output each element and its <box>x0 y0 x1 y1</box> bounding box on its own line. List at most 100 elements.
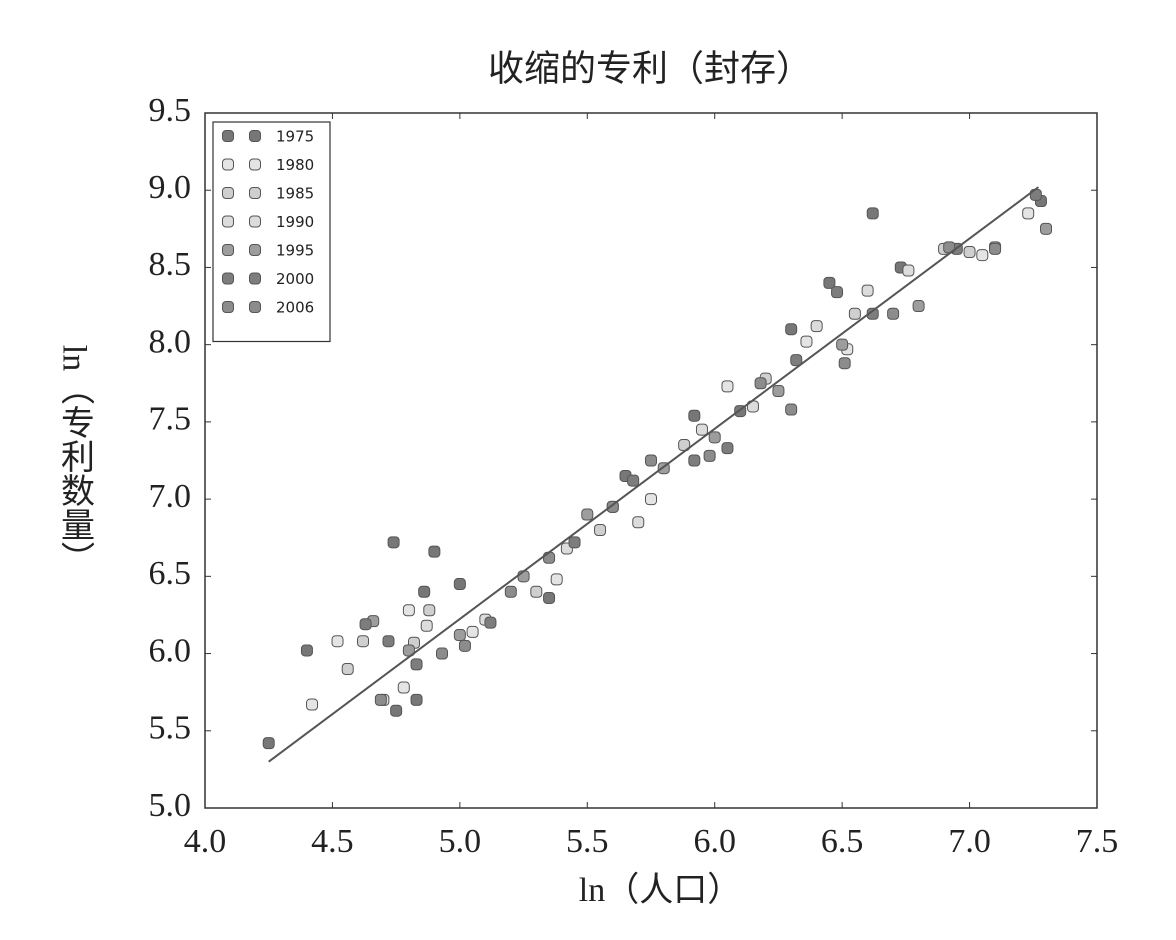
legend-marker <box>249 130 261 142</box>
data-point <box>703 449 716 462</box>
data-point <box>550 573 563 586</box>
data-point <box>418 585 431 598</box>
data-point <box>688 409 701 422</box>
legend-label: 1975 <box>276 128 314 146</box>
data-point <box>543 551 556 564</box>
x-axis-label: ln（人口） <box>579 871 741 909</box>
legend-marker <box>249 158 261 171</box>
data-point <box>902 264 915 277</box>
legend-marker <box>249 244 261 256</box>
data-point <box>390 704 403 717</box>
data-point <box>772 385 785 397</box>
data-point <box>695 423 708 436</box>
data-point <box>530 585 543 598</box>
data-point <box>359 618 372 631</box>
data-point <box>976 249 989 262</box>
chart-title: 收缩的专利（封存） <box>488 48 812 88</box>
x-tick-label: 4.0 <box>184 823 227 860</box>
y-tick-label: 6.0 <box>149 632 192 669</box>
x-tick-label: 5.0 <box>439 823 482 860</box>
data-point <box>721 442 734 455</box>
data-point <box>627 474 640 487</box>
x-tick-label: 6.0 <box>693 823 736 860</box>
legend-label: 2006 <box>276 299 314 317</box>
data-point <box>306 698 319 711</box>
data-point <box>632 516 645 529</box>
data-point <box>300 644 313 657</box>
data-point <box>785 323 798 336</box>
legend-marker <box>222 244 234 256</box>
y-tick-label: 8.5 <box>149 246 192 283</box>
legend-marker <box>249 215 261 228</box>
plot-frame <box>204 112 1098 809</box>
legend-marker <box>222 130 234 142</box>
data-point <box>341 663 354 675</box>
data-point <box>458 639 471 652</box>
data-point <box>420 619 433 632</box>
y-tick-label: 5.0 <box>149 787 192 824</box>
legend-marker <box>222 301 234 313</box>
data-point <box>838 357 851 370</box>
data-point <box>402 604 415 617</box>
data-point <box>887 307 900 320</box>
data-point <box>581 508 594 521</box>
y-tick-label: 7.0 <box>149 478 192 515</box>
data-point <box>606 500 619 513</box>
legend-marker <box>249 301 261 313</box>
data-point <box>721 380 734 393</box>
data-point <box>331 635 344 648</box>
legend-label: 1985 <box>276 185 314 203</box>
y-tick-label: 6.5 <box>149 555 192 592</box>
data-point <box>848 307 861 320</box>
y-tick-label: 9.0 <box>149 169 192 206</box>
data-point <box>262 737 275 750</box>
data-point <box>453 578 466 591</box>
data-point <box>823 276 836 289</box>
fit-line <box>268 186 1039 763</box>
x-tick-label: 6.5 <box>821 823 864 860</box>
data-point <box>453 629 466 642</box>
data-point <box>810 320 823 333</box>
y-tick-label: 8.0 <box>149 323 192 360</box>
x-tick-label: 5.5 <box>566 823 609 860</box>
legend-marker <box>222 272 234 285</box>
data-point <box>1022 207 1035 220</box>
y-axis-label: ln（专利数量） <box>56 345 95 575</box>
data-point <box>374 693 387 706</box>
data-point <box>831 286 844 299</box>
data-point <box>568 536 581 549</box>
data-point <box>1040 222 1053 235</box>
legend-label: 1980 <box>276 156 314 174</box>
data-point <box>397 681 410 694</box>
legend-marker <box>222 215 234 228</box>
legend-label: 1990 <box>276 213 314 231</box>
y-tick-label: 9.5 <box>149 92 192 129</box>
data-point <box>645 454 657 467</box>
data-point <box>484 616 497 629</box>
x-tick-label: 4.5 <box>311 823 354 860</box>
data-point <box>428 545 441 558</box>
data-point <box>912 300 925 313</box>
legend-marker <box>249 187 261 199</box>
data-point <box>410 693 423 706</box>
x-tick-label: 7.0 <box>948 823 991 860</box>
legend-label: 2000 <box>276 270 314 288</box>
data-point <box>836 338 849 351</box>
data-point <box>861 284 874 297</box>
y-tick-label: 7.5 <box>149 401 192 438</box>
legend-marker <box>222 187 234 199</box>
data-point <box>800 335 813 348</box>
data-point <box>436 647 449 660</box>
y-tick-label: 5.5 <box>149 710 192 747</box>
data-point <box>754 377 767 390</box>
data-point <box>790 354 803 367</box>
data-point <box>382 635 395 648</box>
legend-marker <box>249 272 261 285</box>
data-point <box>466 625 479 638</box>
data-point <box>645 493 657 506</box>
data-point <box>357 635 370 648</box>
data-point <box>410 658 423 671</box>
data-point <box>785 403 798 416</box>
